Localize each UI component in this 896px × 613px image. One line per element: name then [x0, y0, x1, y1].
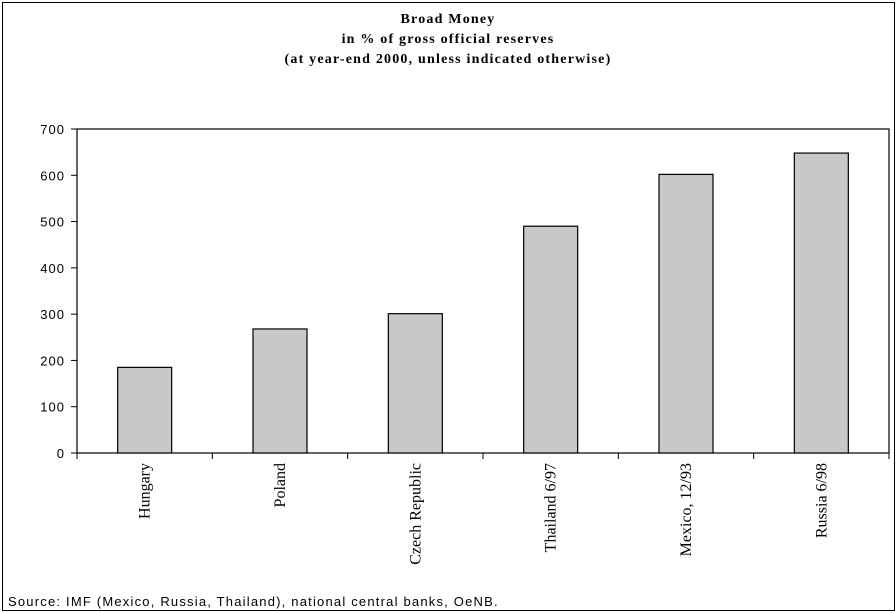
y-tick-label: 300	[40, 307, 65, 322]
x-category-label: Mexico, 12/93	[678, 463, 695, 556]
bar	[523, 225, 579, 454]
bar	[793, 152, 849, 454]
x-axis: Hungary Poland Czech Republic Thailand 6/97…	[76, 453, 890, 565]
x-category-label: Russia 6/98	[813, 463, 830, 538]
chart-title: Broad Money in % of gross official reser…	[285, 12, 612, 67]
source-note: Source: IMF (Mexico, Russia, Thailand), …	[8, 594, 499, 609]
title-line-2: in % of gross official reserves	[342, 32, 555, 47]
y-axis: 0 100 200 300 400 500 600 700	[40, 122, 77, 461]
bar	[658, 173, 714, 454]
x-category-label: Czech Republic	[407, 463, 424, 565]
y-tick-label: 100	[40, 400, 65, 415]
bars	[117, 152, 849, 454]
y-tick-label: 500	[40, 215, 65, 230]
y-tick-label: 700	[40, 122, 65, 137]
title-line-1: Broad Money	[401, 12, 496, 27]
x-category-label: Poland	[272, 463, 289, 507]
y-tick-label: 600	[40, 168, 65, 183]
plot-area	[76, 128, 890, 454]
y-tick-label: 0	[57, 446, 65, 461]
bar	[252, 328, 308, 454]
x-category-label: Thailand 6/97	[543, 463, 560, 552]
title-line-3: (at year-end 2000, unless indicated othe…	[285, 52, 612, 67]
bar	[117, 366, 173, 454]
bar	[387, 313, 443, 454]
y-tick-label: 200	[40, 353, 65, 368]
x-category-label: Hungary	[137, 463, 154, 519]
y-tick-label: 400	[40, 261, 65, 276]
